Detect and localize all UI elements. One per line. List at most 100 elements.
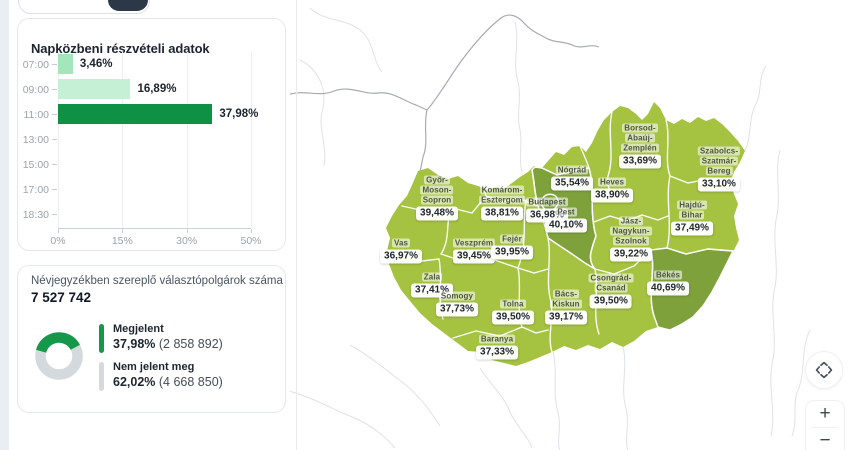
county-value: 38,90% xyxy=(591,188,633,203)
county-value: 40,10% xyxy=(545,218,587,233)
zoom-out-button[interactable]: − xyxy=(819,430,831,450)
county-name: Fejér xyxy=(500,234,524,244)
legend-label: Megjelent xyxy=(113,323,164,335)
bar-row: 18:30 xyxy=(23,202,251,227)
bar-value-label: 3,46% xyxy=(79,58,113,70)
county-value: 37,73% xyxy=(436,302,478,317)
neighbor-borders xyxy=(290,7,811,450)
turnout-plot: 0% 15% 30% 50% 07:00 3,46% 09:00 16,89% 11:00 37,… xyxy=(23,52,262,247)
county-label-tolna[interactable]: Tolna 39,50% xyxy=(492,299,534,325)
county-label-gyor-moson-sopron[interactable]: Győr- Moson- Sopron 39,48% xyxy=(416,175,458,221)
county-value: 35,54% xyxy=(551,176,593,191)
y-axis-label: 13:00 xyxy=(22,134,49,146)
zoom-controls-divider xyxy=(812,427,838,428)
y-axis-label: 11:00 xyxy=(23,109,50,121)
x-axis-label: 30% xyxy=(176,235,198,247)
y-axis-label: 07:00 xyxy=(22,59,49,71)
county-name: Bihar xyxy=(679,210,705,220)
gridline xyxy=(251,52,252,228)
county-label-vas[interactable]: Vas 36,97% xyxy=(380,238,422,264)
county-value: 39,22% xyxy=(610,247,652,262)
county-name: Budapest xyxy=(526,197,568,207)
zoom-in-button[interactable]: + xyxy=(819,403,831,424)
county-name: Vas xyxy=(391,238,411,248)
turnout-bar xyxy=(58,79,131,99)
gridline xyxy=(58,52,59,228)
header-toggle[interactable] xyxy=(18,0,150,14)
legend-label: Nem jelent meg xyxy=(113,361,195,373)
county-label-heves[interactable]: Heves 38,90% xyxy=(591,177,633,203)
county-value: 39,95% xyxy=(491,245,533,260)
county-label-csongrad-csanad[interactable]: Csongrád- Csanád 39,50% xyxy=(588,273,634,309)
county-label-szabolcs-szatmar-bereg[interactable]: Szabolcs- Szatmár- Bereg 33,10% xyxy=(697,146,741,192)
county-value: 33,69% xyxy=(619,154,661,169)
county-label-somogy[interactable]: Somogy 37,73% xyxy=(436,291,478,317)
y-axis-label: 09:00 xyxy=(22,84,49,96)
county-name: Szabolcs- xyxy=(697,146,741,156)
county-value: 37,49% xyxy=(671,221,713,236)
turnout-card: Napközbeni részvételi adatok 0% 15% 30% 50%… xyxy=(17,18,286,251)
bar-row: 11:00 37,98% xyxy=(24,102,258,127)
county-name: Sopron xyxy=(420,195,454,205)
county-name: Kiskun xyxy=(550,299,582,309)
x-axis-label: 50% xyxy=(240,235,262,247)
legend-value: 62,02% (4 668 850) xyxy=(113,375,223,389)
voters-card: Névjegyzékben szereplő választópolgárok … xyxy=(17,265,286,413)
map-pan-button[interactable] xyxy=(805,351,843,389)
county-name: Pest xyxy=(555,207,577,217)
turnout-donut-chart xyxy=(35,332,83,380)
county-name: Szatmár- xyxy=(699,156,739,166)
county-label-hajdu-bihar[interactable]: Hajdú- Bihar 37,49% xyxy=(671,200,713,236)
x-axis-tick xyxy=(58,229,59,233)
county-name: Borsod- xyxy=(622,123,658,133)
gridline xyxy=(122,52,124,228)
county-name: Abaúj- xyxy=(625,133,655,143)
bar-row: 13:00 xyxy=(23,127,251,152)
county-name: Esztergom xyxy=(479,195,525,205)
y-axis-tick xyxy=(52,64,57,65)
bar-row: 07:00 3,46% xyxy=(23,52,251,77)
y-axis-label: 15:00 xyxy=(22,159,49,171)
bar-row: 09:00 16,89% xyxy=(23,77,251,102)
pan-arrows-icon xyxy=(815,361,833,379)
turnout-bar xyxy=(58,54,73,74)
voters-card-title: Névjegyzékben szereplő választópolgárok … xyxy=(31,275,283,287)
county-label-pest[interactable]: Pest 40,10% xyxy=(545,207,587,233)
county-label-nograd[interactable]: Nógrád 35,54% xyxy=(551,165,593,191)
county-label-fejer[interactable]: Fejér 39,95% xyxy=(491,234,533,260)
x-axis-label: 0% xyxy=(50,235,66,247)
county-label-baranya[interactable]: Baranya 37,33% xyxy=(476,334,518,360)
county-label-jasz-nagykun-szolnok[interactable]: Jász- Nagykun- Szolnok 39,22% xyxy=(610,216,652,262)
county-value: 37,33% xyxy=(476,345,518,360)
y-axis-label: 18:30 xyxy=(22,209,49,221)
bar-row: 17:00 xyxy=(23,177,251,202)
x-axis-tick xyxy=(186,229,188,233)
legend-swatch xyxy=(99,324,104,353)
county-label-veszprem[interactable]: Veszprém 39,45% xyxy=(452,238,496,264)
county-name: Csanád xyxy=(594,283,628,293)
county-value: 33,10% xyxy=(698,177,740,192)
county-label-bekes[interactable]: Békés 40,69% xyxy=(647,270,689,296)
county-name: Nógrád xyxy=(555,165,589,175)
x-axis-label: 15% xyxy=(111,235,133,247)
turnout-bar xyxy=(58,104,213,124)
county-name: Bereg xyxy=(705,166,733,176)
sidebar-map-divider xyxy=(296,0,297,450)
gridline xyxy=(186,52,188,228)
y-axis-tick xyxy=(52,189,57,190)
county-name: Somogy xyxy=(438,291,476,301)
county-name: Szolnok xyxy=(613,236,649,246)
voters-total: 7 527 742 xyxy=(31,290,92,305)
county-value: 39,48% xyxy=(416,206,458,221)
x-axis-tick xyxy=(251,229,252,233)
y-axis-tick xyxy=(52,164,57,165)
page-left-gutter xyxy=(0,0,9,450)
county-label-bacs-kiskun[interactable]: Bács- Kiskun 39,17% xyxy=(545,289,587,325)
county-label-borsod-abauj-zemplen[interactable]: Borsod- Abaúj- Zemplén 33,69% xyxy=(619,123,661,169)
toggle-selected-pill[interactable] xyxy=(108,0,148,11)
county-name: Hajdú- xyxy=(677,200,707,210)
y-axis-tick xyxy=(52,89,57,90)
legend-swatch xyxy=(99,362,104,391)
county-name: Zemplén xyxy=(621,143,659,153)
county-label-komarom-esztergom[interactable]: Komárom- Esztergom 38,81% xyxy=(479,185,525,221)
